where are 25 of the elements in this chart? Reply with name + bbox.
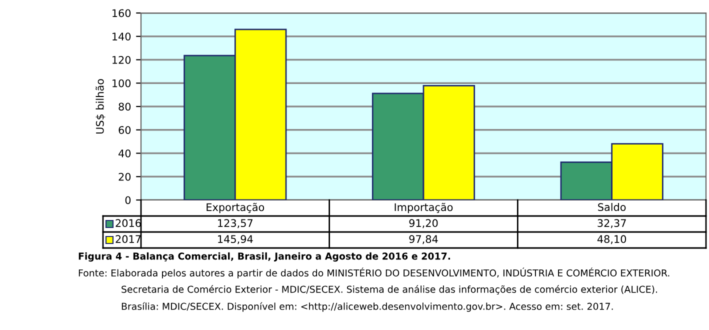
y-tick-label: 140 xyxy=(112,32,131,40)
data-label: 32,37 xyxy=(598,219,626,228)
data-label: 91,20 xyxy=(409,219,438,228)
x-tick-label: Exportação xyxy=(206,202,264,214)
y-axis-title: US$ bilhão xyxy=(96,79,106,134)
y-tick-label: 40 xyxy=(118,149,131,158)
y-tick-label: 120 xyxy=(112,56,131,64)
y-tick-label: 160 xyxy=(112,9,131,18)
y-tick-label: 0 xyxy=(125,196,131,204)
text: Figura 4 - Balança Comercial, Brasil, Janeiro a Agosto de 2016 e 2017. xyxy=(78,252,450,262)
data-label: 145,94 xyxy=(218,235,253,244)
data-label: 123,57 xyxy=(218,219,252,228)
text: Secretaria de Comércio Exterior - MDIC/SECEX. Sistema de análise das informações de comércio exterior (ALICE). xyxy=(122,285,657,295)
y-tick-label: 100 xyxy=(112,79,131,88)
y-tick-label: 60 xyxy=(118,126,131,134)
y-tick-label: 20 xyxy=(118,172,131,181)
y-tick-label: 80 xyxy=(118,102,131,111)
data-label: 97,84 xyxy=(409,235,438,244)
text: Brasília: MDIC/SECEX. Disponível em: <http://aliceweb.desenvolvimento.gov.br>. Acesso em: set. 2017. xyxy=(122,302,613,312)
data-label: 48,10 xyxy=(597,235,626,244)
x-tick-label: Saldo xyxy=(598,202,626,212)
legend-label: 2017 xyxy=(116,235,141,244)
legend-label: 2016 xyxy=(116,219,141,228)
x-tick-label: Importação xyxy=(394,202,453,214)
source-note: Fonte: Elaborada pelos autores a partir de dados do MINISTÉRIO DO DESENVOLVIMENTO, INDÚSTRIA E COMÉRCIO EXTERIOR. xyxy=(78,268,670,278)
